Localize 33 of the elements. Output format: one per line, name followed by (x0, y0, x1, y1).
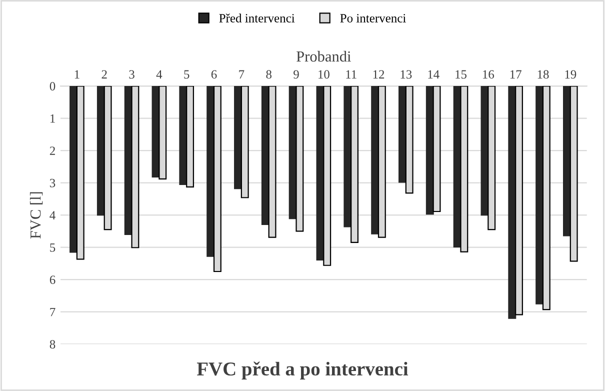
text: FVC před a po intervenci (196, 362, 408, 380)
y-tick-label: 7 (50, 308, 56, 316)
x-tick-label: 14 (428, 70, 440, 78)
x-tick-label: 3 (129, 70, 134, 79)
x-tick-label: 7 (239, 70, 244, 78)
y-tick-label: 6 (50, 276, 56, 284)
x-tick-label: 2 (102, 70, 107, 78)
x-tick-label: 4 (156, 70, 162, 78)
legend-label: Po intervenci (340, 14, 406, 22)
y-tick-label: 3 (50, 178, 56, 188)
x-tick-label: 15 (456, 70, 467, 79)
x-tick-label: 9 (294, 70, 299, 79)
x-tick-label: 1 (74, 70, 80, 78)
x-tick-label: 11 (346, 70, 356, 78)
x-tick-label: 12 (373, 70, 384, 78)
y-axis-title: FVC [l] (30, 192, 43, 239)
y-tick-label: 1 (50, 114, 55, 123)
x-tick-label: 10 (318, 70, 330, 79)
x-tick-label: 18 (538, 70, 549, 79)
x-tick-label: 6 (211, 70, 217, 79)
legend-label: Před intervenci (219, 14, 295, 22)
y-tick-label: 5 (50, 243, 56, 252)
x-tick-label: 8 (266, 70, 272, 79)
x-axis-title: Probandi (296, 50, 351, 62)
y-tick-label: 2 (50, 146, 55, 155)
y-tick-label: 0 (50, 82, 56, 90)
x-tick-label: 16 (483, 70, 494, 79)
y-tick-label: 8 (50, 340, 56, 349)
y-tick-label: 4 (50, 211, 56, 220)
x-tick-label: 19 (565, 70, 576, 79)
x-tick-label: 13 (400, 70, 412, 79)
x-tick-label: 17 (510, 70, 522, 78)
x-tick-label: 5 (184, 70, 190, 79)
